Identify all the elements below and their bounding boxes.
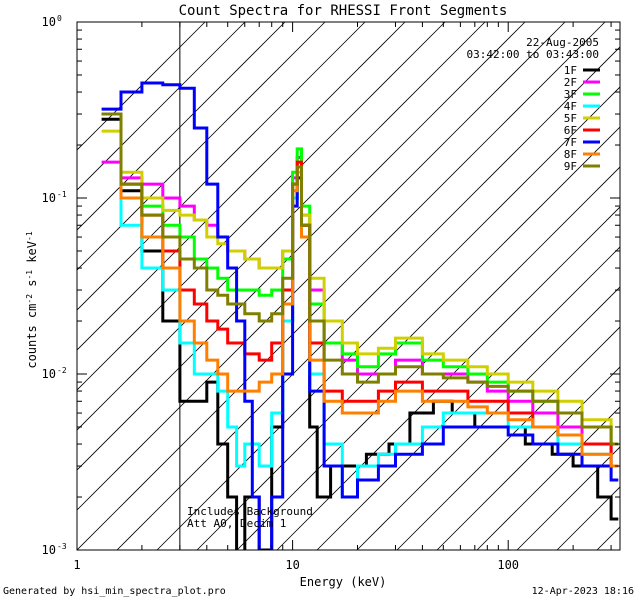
hatch-line (476, 406, 620, 550)
plot-frame (76, 21, 621, 551)
hatch-line (596, 526, 620, 550)
hatch-line (77, 22, 286, 231)
annotation-background: Includes Background (187, 505, 313, 518)
hatch-line (236, 166, 620, 550)
hatch-line (77, 22, 406, 351)
hatch-line (77, 22, 526, 471)
series-line-8F (101, 112, 619, 468)
hatch-line (436, 366, 620, 550)
footer-generator: Generated by hsi_min_spectra_plot.pro (3, 586, 226, 597)
legend-label-7F: 7F (564, 136, 577, 149)
observation-time-range: 03:42:00 to 03:43:00 (467, 48, 599, 61)
legend-label-3F: 3F (564, 88, 577, 101)
chart-title: Count Spectra for RHESSI Front Segments (179, 3, 508, 19)
hatch-line (316, 246, 620, 550)
hatch-line (77, 22, 246, 191)
x-tick-label: 10 (285, 558, 299, 572)
series-line-5F (101, 129, 619, 446)
x-tick-label: 100 (497, 558, 519, 572)
y-axis-label: counts cm-2 s-1 keV-1 (25, 231, 39, 368)
series-line-9F (101, 112, 619, 446)
y-tick-exponent: -1 (57, 190, 67, 199)
legend-label-2F: 2F (564, 76, 577, 89)
hatch-line (196, 126, 620, 550)
x-axis-label: Energy (keV) (300, 575, 387, 589)
series-line-6F (101, 112, 619, 468)
hatch-line (356, 286, 620, 550)
hatch-line (116, 46, 620, 550)
y-tick-exponent: -3 (57, 542, 67, 551)
observation-date: 22-Aug-2005 (526, 36, 599, 49)
hatch-line (77, 22, 606, 550)
y-tick-label: 10 (42, 367, 56, 381)
hatch-line (77, 22, 366, 311)
y-tick-label: 10 (42, 543, 56, 557)
legend-label-6F: 6F (564, 124, 577, 137)
x-tick-label: 1 (73, 558, 80, 572)
legend-label-8F: 8F (564, 148, 577, 161)
y-tick-exponent: 0 (57, 14, 62, 23)
y-tick-exponent: -2 (57, 366, 67, 375)
y-tick-label: 10 (42, 15, 56, 29)
legend-label-5F: 5F (564, 112, 577, 125)
hatch-line (396, 326, 620, 550)
hatch-line (77, 22, 486, 431)
background-hatch-region (77, 22, 620, 550)
annotation-attenuator: Att A0, Decim 1 (187, 517, 286, 530)
axis-ticks (76, 21, 620, 551)
legend-label-1F: 1F (564, 64, 577, 77)
footer-timestamp: 12-Apr-2023 18:16 (532, 586, 634, 597)
x-tick-labels: 1 10 100 (73, 558, 519, 572)
hatch-line (77, 22, 566, 511)
hatch-line (77, 22, 326, 271)
legend-label-4F: 4F (564, 100, 577, 113)
hatch-line (516, 446, 620, 550)
series-layer (101, 81, 619, 550)
legend-label-9F: 9F (564, 160, 577, 173)
y-tick-label: 10 (42, 191, 56, 205)
